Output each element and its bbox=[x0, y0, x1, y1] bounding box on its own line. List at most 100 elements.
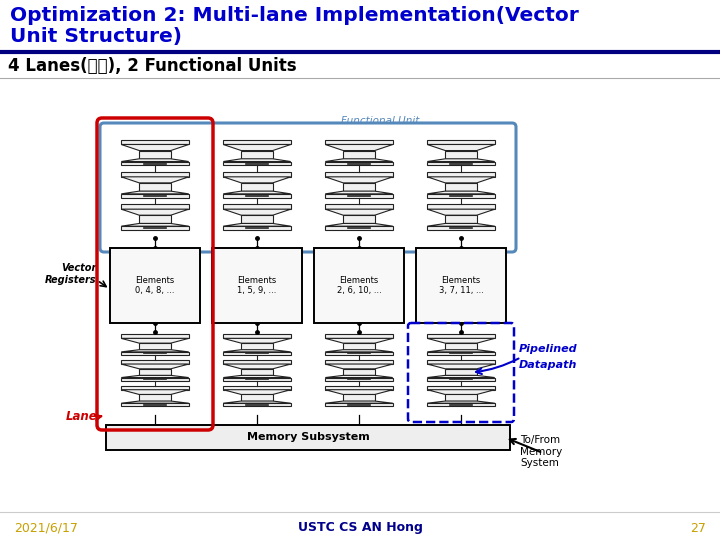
Text: Functional Unit: Functional Unit bbox=[341, 116, 419, 126]
Bar bbox=[445, 369, 477, 375]
Polygon shape bbox=[325, 191, 392, 194]
Bar bbox=[445, 343, 477, 350]
Bar bbox=[121, 377, 189, 381]
Bar bbox=[139, 151, 171, 159]
Bar bbox=[139, 395, 171, 401]
Polygon shape bbox=[223, 364, 291, 369]
Polygon shape bbox=[325, 364, 392, 369]
Polygon shape bbox=[427, 401, 495, 403]
Bar bbox=[416, 248, 506, 323]
Bar bbox=[343, 215, 374, 224]
Text: Elements
2, 6, 10, ...: Elements 2, 6, 10, ... bbox=[337, 276, 382, 295]
Bar bbox=[427, 403, 495, 407]
Bar bbox=[343, 395, 374, 401]
Bar bbox=[223, 204, 291, 209]
Bar bbox=[121, 204, 189, 209]
Bar bbox=[241, 343, 273, 350]
Polygon shape bbox=[121, 339, 189, 343]
Bar bbox=[241, 395, 273, 401]
Bar bbox=[325, 360, 392, 364]
Text: Lane: Lane bbox=[66, 410, 98, 423]
Bar bbox=[427, 204, 495, 209]
Polygon shape bbox=[325, 209, 392, 215]
Polygon shape bbox=[325, 159, 392, 161]
Bar bbox=[223, 226, 291, 230]
Bar bbox=[110, 248, 200, 323]
Bar bbox=[223, 403, 291, 407]
Polygon shape bbox=[223, 401, 291, 403]
Polygon shape bbox=[121, 224, 189, 226]
Bar bbox=[445, 215, 477, 224]
Polygon shape bbox=[427, 364, 495, 369]
Bar bbox=[241, 151, 273, 159]
Bar bbox=[343, 343, 374, 350]
Bar bbox=[427, 377, 495, 381]
Bar bbox=[212, 248, 302, 323]
Polygon shape bbox=[121, 375, 189, 377]
Bar bbox=[325, 139, 392, 145]
Polygon shape bbox=[427, 159, 495, 161]
Polygon shape bbox=[121, 401, 189, 403]
Polygon shape bbox=[223, 177, 291, 183]
Polygon shape bbox=[325, 401, 392, 403]
Bar bbox=[325, 172, 392, 177]
Text: 4 Lanes(通道), 2 Functional Units: 4 Lanes(通道), 2 Functional Units bbox=[8, 57, 297, 75]
Polygon shape bbox=[223, 375, 291, 377]
Text: Unit Structure): Unit Structure) bbox=[10, 27, 182, 46]
Polygon shape bbox=[325, 224, 392, 226]
Bar bbox=[223, 352, 291, 355]
Text: USTC CS AN Hong: USTC CS AN Hong bbox=[297, 522, 423, 535]
Bar bbox=[139, 215, 171, 224]
Polygon shape bbox=[223, 350, 291, 352]
Polygon shape bbox=[121, 209, 189, 215]
Bar bbox=[121, 403, 189, 407]
Polygon shape bbox=[427, 350, 495, 352]
Bar bbox=[325, 352, 392, 355]
Bar bbox=[325, 403, 392, 407]
Bar bbox=[121, 386, 189, 390]
Bar bbox=[445, 151, 477, 159]
Bar bbox=[343, 151, 374, 159]
Polygon shape bbox=[223, 390, 291, 395]
Polygon shape bbox=[121, 390, 189, 395]
Bar bbox=[325, 194, 392, 198]
Bar bbox=[445, 395, 477, 401]
Polygon shape bbox=[121, 364, 189, 369]
Polygon shape bbox=[121, 159, 189, 161]
Polygon shape bbox=[325, 145, 392, 151]
Text: Elements
1, 5, 9, ...: Elements 1, 5, 9, ... bbox=[238, 276, 276, 295]
Polygon shape bbox=[325, 177, 392, 183]
Polygon shape bbox=[121, 191, 189, 194]
Bar bbox=[223, 161, 291, 165]
Bar bbox=[223, 172, 291, 177]
Bar bbox=[325, 334, 392, 339]
Bar bbox=[427, 194, 495, 198]
Bar bbox=[325, 204, 392, 209]
Bar bbox=[325, 377, 392, 381]
Polygon shape bbox=[427, 191, 495, 194]
Bar bbox=[121, 360, 189, 364]
Bar bbox=[445, 183, 477, 191]
Text: Datapath: Datapath bbox=[519, 360, 577, 370]
Bar bbox=[223, 139, 291, 145]
Text: 27: 27 bbox=[690, 522, 706, 535]
Polygon shape bbox=[223, 191, 291, 194]
Bar bbox=[241, 215, 273, 224]
Bar bbox=[121, 172, 189, 177]
Text: Vector
Registers: Vector Registers bbox=[45, 264, 96, 285]
Bar bbox=[427, 161, 495, 165]
Bar bbox=[241, 183, 273, 191]
Polygon shape bbox=[427, 375, 495, 377]
Bar bbox=[223, 360, 291, 364]
Polygon shape bbox=[121, 145, 189, 151]
Bar bbox=[314, 248, 404, 323]
Bar bbox=[325, 386, 392, 390]
Polygon shape bbox=[223, 159, 291, 161]
Polygon shape bbox=[223, 145, 291, 151]
Bar bbox=[427, 172, 495, 177]
Bar bbox=[223, 194, 291, 198]
Bar bbox=[223, 334, 291, 339]
Bar bbox=[427, 139, 495, 145]
Bar bbox=[223, 377, 291, 381]
Bar bbox=[325, 161, 392, 165]
